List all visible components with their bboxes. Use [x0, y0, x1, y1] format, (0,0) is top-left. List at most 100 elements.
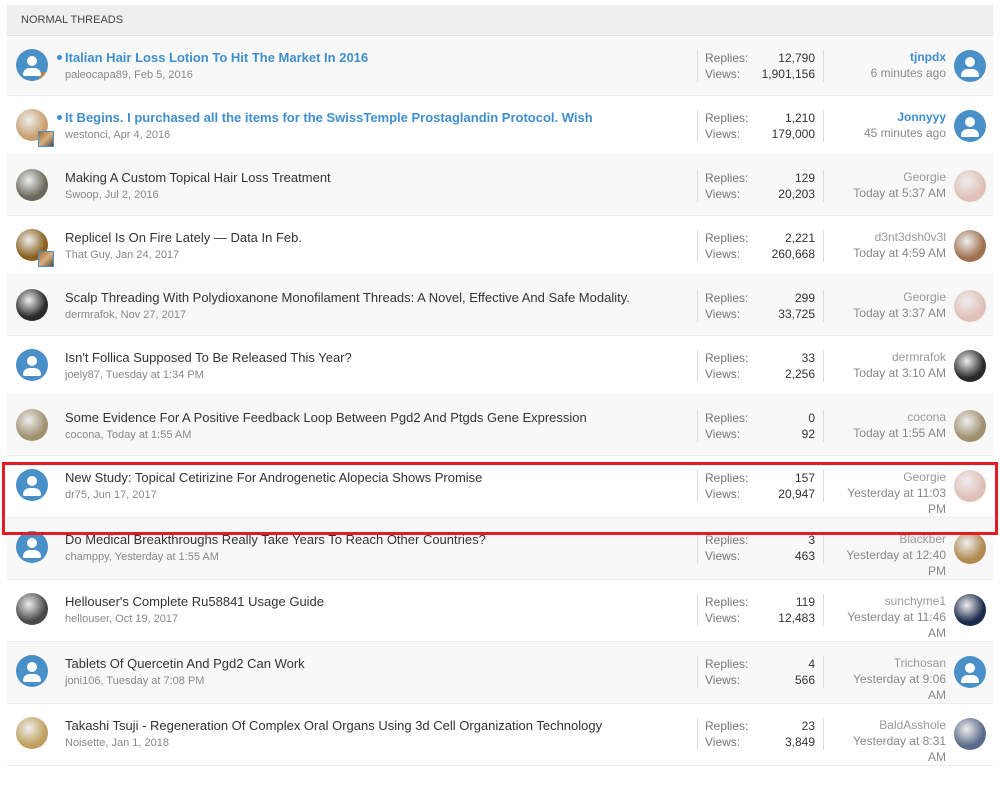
thread-row[interactable]: Tablets Of Quercetin And Pgd2 Can Work j… [7, 642, 993, 704]
thread-row[interactable]: New Study: Topical Cetirizine For Androg… [7, 456, 993, 518]
last-poster-name[interactable]: Jonnyyy [897, 110, 946, 124]
last-poster-name[interactable]: Blackber [899, 532, 946, 546]
last-poster-name[interactable]: tjnpdx [910, 50, 946, 64]
thread-title-text[interactable]: New Study: Topical Cetirizine For Androg… [65, 470, 483, 485]
thread-title-text[interactable]: It Begins. I purchased all the items for… [65, 110, 593, 125]
thread-row[interactable]: Making A Custom Topical Hair Loss Treatm… [7, 156, 993, 216]
author-avatar[interactable] [16, 49, 48, 81]
author-avatar[interactable] [16, 109, 54, 147]
start-date[interactable]: Jan 1, 2018 [111, 737, 169, 749]
thread-title-text[interactable]: Isn't Follica Supposed To Be Released Th… [65, 350, 352, 365]
last-poster-name[interactable]: d3nt3dsh0v3l [874, 230, 946, 244]
author-avatar[interactable] [16, 349, 48, 381]
last-poster-mini-avatar[interactable] [38, 71, 48, 81]
thread-title[interactable]: Scalp Threading With Polydioxanone Monof… [65, 289, 630, 307]
thread-row[interactable]: Italian Hair Loss Lotion To Hit The Mark… [7, 36, 993, 96]
author-link[interactable]: Noisette [65, 737, 106, 749]
last-poster-avatar[interactable] [954, 230, 986, 262]
thread-title-text[interactable]: Making A Custom Topical Hair Loss Treatm… [65, 170, 331, 185]
start-date[interactable]: Jan 24, 2017 [115, 249, 180, 261]
thread-title[interactable]: It Begins. I purchased all the items for… [57, 109, 593, 127]
thread-row[interactable]: Takashi Tsuji - Regeneration Of Complex … [7, 704, 993, 766]
start-date[interactable]: Yesterday at 1:55 AM [114, 551, 219, 563]
start-date[interactable]: Today at 1:55 AM [106, 429, 192, 441]
author-avatar[interactable] [16, 169, 48, 201]
thread-title[interactable]: Tablets Of Quercetin And Pgd2 Can Work [65, 655, 305, 673]
start-date[interactable]: Oct 19, 2017 [115, 613, 179, 625]
last-poster-avatar[interactable] [954, 594, 986, 626]
last-poster-name[interactable]: Georgie [903, 170, 946, 184]
author-avatar[interactable] [16, 655, 48, 687]
last-post-time[interactable]: Yesterday at 9:06 AM [853, 672, 946, 702]
thread-row[interactable]: Hellouser's Complete Ru58841 Usage Guide… [7, 580, 993, 642]
thread-title-text[interactable]: Some Evidence For A Positive Feedback Lo… [65, 410, 587, 425]
last-post-time[interactable]: Today at 1:55 AM [853, 426, 946, 440]
last-poster-avatar[interactable] [954, 50, 986, 82]
last-poster-mini-avatar[interactable] [38, 251, 54, 267]
thread-title-text[interactable]: Do Medical Breakthroughs Really Take Yea… [65, 532, 486, 547]
author-link[interactable]: cocona [65, 429, 101, 441]
last-post-time[interactable]: Today at 4:59 AM [853, 246, 946, 260]
last-poster-name[interactable]: dermrafok [891, 350, 946, 364]
last-post-time[interactable]: Yesterday at 12:40 PM [846, 548, 946, 578]
thread-title[interactable]: Some Evidence For A Positive Feedback Lo… [65, 409, 587, 427]
last-poster-avatar[interactable] [954, 718, 986, 750]
start-date[interactable]: Tuesday at 1:34 PM [105, 369, 204, 381]
author-link[interactable]: paleocapa89 [65, 69, 129, 81]
author-link[interactable]: That Guy [65, 249, 110, 261]
thread-row[interactable]: Do Medical Breakthroughs Really Take Yea… [7, 518, 993, 580]
thread-row[interactable]: It Begins. I purchased all the items for… [7, 96, 993, 156]
last-poster-name[interactable]: Trichosan [893, 656, 946, 670]
last-poster-avatar[interactable] [954, 350, 986, 382]
author-avatar[interactable] [16, 229, 54, 267]
last-post-time[interactable]: Yesterday at 11:03 PM [847, 486, 946, 516]
last-poster-name[interactable]: Georgie [903, 290, 946, 304]
start-date[interactable]: Feb 5, 2016 [134, 69, 193, 81]
thread-row[interactable]: Isn't Follica Supposed To Be Released Th… [7, 336, 993, 396]
author-link[interactable]: dr75 [65, 489, 88, 501]
thread-title[interactable]: Italian Hair Loss Lotion To Hit The Mark… [57, 49, 369, 67]
last-post-time[interactable]: Today at 3:10 AM [853, 366, 946, 380]
author-link[interactable]: hellouser [65, 613, 110, 625]
author-avatar[interactable] [16, 289, 48, 321]
thread-row[interactable]: Some Evidence For A Positive Feedback Lo… [7, 396, 993, 456]
author-avatar[interactable] [16, 469, 48, 501]
start-date[interactable]: Tuesday at 7:08 PM [106, 675, 205, 687]
author-link[interactable]: joely87 [65, 369, 100, 381]
last-poster-avatar[interactable] [954, 410, 986, 442]
last-poster-name[interactable]: BaldAsshole [879, 718, 946, 732]
thread-title[interactable]: Do Medical Breakthroughs Really Take Yea… [65, 531, 486, 549]
last-poster-avatar[interactable] [954, 110, 986, 142]
author-avatar[interactable] [16, 717, 48, 749]
last-poster-avatar[interactable] [954, 170, 986, 202]
start-date[interactable]: Jun 17, 2017 [93, 489, 157, 501]
start-date[interactable]: Nov 27, 2017 [120, 309, 187, 321]
author-avatar[interactable] [16, 531, 48, 563]
thread-title[interactable]: Hellouser's Complete Ru58841 Usage Guide [65, 593, 324, 611]
last-post-time[interactable]: Today at 3:37 AM [853, 306, 946, 320]
last-post-time[interactable]: 45 minutes ago [863, 126, 946, 140]
last-post-time[interactable]: Yesterday at 11:46 AM [847, 610, 946, 640]
thread-row[interactable]: Scalp Threading With Polydioxanone Monof… [7, 276, 993, 336]
last-poster-avatar[interactable] [954, 656, 986, 688]
last-poster-mini-avatar[interactable] [38, 131, 54, 147]
thread-title-text[interactable]: Scalp Threading With Polydioxanone Monof… [65, 290, 630, 305]
author-link[interactable]: champpy [65, 551, 109, 563]
thread-title-text[interactable]: Replicel Is On Fire Lately — Data In Feb… [65, 230, 302, 245]
thread-title[interactable]: Isn't Follica Supposed To Be Released Th… [65, 349, 352, 367]
thread-title-text[interactable]: Tablets Of Quercetin And Pgd2 Can Work [65, 656, 305, 671]
last-poster-name[interactable]: sunchyme1 [884, 594, 946, 608]
thread-title[interactable]: Making A Custom Topical Hair Loss Treatm… [65, 169, 331, 187]
last-poster-name[interactable]: Georgie [903, 470, 946, 484]
last-poster-avatar[interactable] [954, 532, 986, 564]
thread-title[interactable]: Takashi Tsuji - Regeneration Of Complex … [65, 717, 602, 735]
thread-title-text[interactable]: Italian Hair Loss Lotion To Hit The Mark… [65, 50, 369, 65]
start-date[interactable]: Apr 4, 2016 [113, 129, 171, 141]
author-link[interactable]: joni106 [65, 675, 101, 687]
thread-title-text[interactable]: Hellouser's Complete Ru58841 Usage Guide [65, 594, 325, 609]
author-link[interactable]: Swoop [65, 189, 99, 201]
last-poster-name[interactable]: cocona [907, 410, 946, 424]
author-avatar[interactable] [16, 409, 48, 441]
author-link[interactable]: dermrafok [65, 309, 115, 321]
last-post-time[interactable]: 6 minutes ago [870, 66, 946, 80]
